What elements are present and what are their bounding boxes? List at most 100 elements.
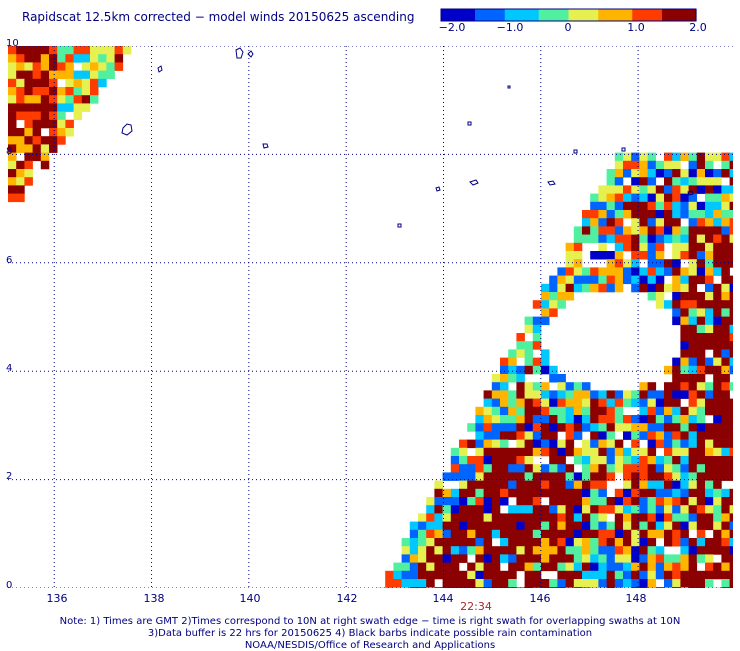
wind-cell [721,456,730,465]
wind-cell [582,513,591,522]
wind-cell [688,210,698,219]
wind-cell [655,546,665,555]
wind-cell [426,579,435,588]
wind-cell [524,529,534,539]
wind-cell [655,259,665,268]
colorbar-segment [581,9,587,21]
wind-cell [688,546,698,555]
wind-cell [721,570,730,580]
wind-cell [705,218,714,227]
wind-cell [500,374,509,383]
wind-cell [696,251,706,260]
wind-cell [549,529,558,539]
wind-cell [598,431,607,440]
wind-cell [647,177,657,186]
wind-cell [483,439,493,449]
wind-cell [483,554,493,563]
wind-cell [409,579,419,588]
wind-cell [24,103,33,112]
wind-cell [524,406,534,416]
wind-cell [705,488,714,498]
wind-cell [713,529,722,539]
wind-cell [565,415,575,424]
wind-cell [721,390,730,399]
wind-cell [680,497,689,506]
wind-cell [590,570,599,580]
wind-cell [664,259,673,268]
wind-cell [8,177,17,186]
wind-cell [549,398,558,408]
wind-cell [631,497,640,506]
wind-cell [729,341,733,350]
wind-cell [582,382,591,391]
wind-cell [631,423,640,432]
wind-cell [573,480,583,490]
wind-cell [655,292,665,301]
wind-cell [713,185,722,194]
island-outline [235,47,244,59]
wind-cell [442,562,452,572]
wind-cell [532,431,542,440]
wind-cell [713,283,722,293]
wind-cell [721,398,730,408]
wind-cell [524,554,534,563]
wind-cell [8,54,17,63]
wind-cell [672,579,681,588]
wind-cell [598,546,607,555]
colorbar-segment [683,9,689,21]
wind-cell [729,415,733,424]
colorbar-segment [487,9,493,21]
wind-cell [655,513,665,522]
wind-cell [623,570,632,580]
colorbar-segment [602,9,608,21]
wind-cell [516,505,525,514]
wind-cell [705,472,714,481]
wind-cell [549,406,558,416]
wind-cell [688,382,698,391]
wind-cell [541,546,550,555]
wind-cell [49,119,58,129]
wind-cell [664,226,673,235]
wind-cell [688,390,698,399]
wind-cell [680,316,689,326]
wind-cell [655,456,665,465]
wind-cell [647,283,657,293]
wind-difference-map[interactable] [8,46,733,588]
wind-cell [614,447,624,457]
wind-cell [614,513,624,522]
wind-cell [614,152,624,162]
wind-cell [459,529,468,539]
wind-cell [508,456,517,465]
wind-cell [459,456,468,465]
wind-cell [483,505,493,514]
wind-cell [655,251,665,260]
wind-cell [500,390,509,399]
wind-cell [606,579,616,588]
wind-cell [590,488,599,498]
wind-cell [713,497,722,506]
wind-cell [705,439,714,449]
wind-cell [647,431,657,440]
wind-cell [532,464,542,473]
wind-cell [631,398,640,408]
wind-cell [729,316,733,326]
wind-cell [524,546,534,555]
colorbar-tick-label: −2.0 [438,21,466,34]
wind-cell [541,472,550,481]
wind-cell [705,308,714,317]
wind-cell [434,546,443,555]
wind-cell [606,456,616,465]
wind-cell [705,406,714,416]
wind-cell [672,283,681,293]
wind-cell [705,587,714,588]
wind-cell [647,275,657,285]
wind-cell [114,46,124,55]
wind-cell [508,464,517,473]
wind-cell [467,538,476,547]
wind-cell [721,259,730,268]
wind-cell [590,398,599,408]
wind-cell [705,570,714,580]
colorbar-segment [500,9,506,21]
wind-cell [664,365,673,375]
wind-cell [524,390,534,399]
